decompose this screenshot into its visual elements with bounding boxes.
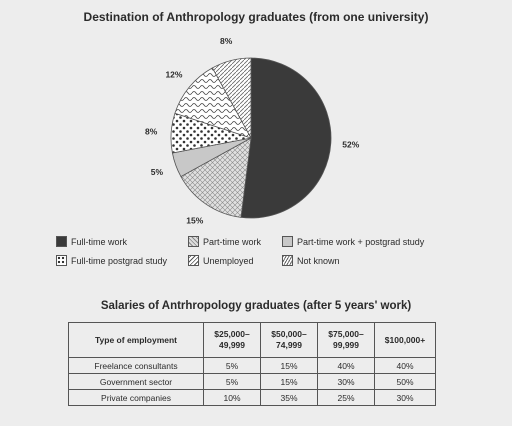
slice-unemployed — [180, 137, 252, 218]
table-header-row: Type of employment $25,000– 49,999 $50,00… — [68, 322, 436, 358]
pie-chart: 52% 15% 5% 8% 12% 8% — [145, 36, 360, 226]
table-cell: Freelance consultants — [68, 357, 204, 374]
legend-label: Full-time postgrad study — [71, 255, 168, 266]
table-cell: 35% — [260, 389, 318, 406]
not-known-swatch — [282, 255, 293, 266]
slice-full-time-work — [240, 57, 332, 219]
column-header: $25,000– 49,999 — [203, 322, 261, 358]
slice-value-label: 52% — [342, 139, 359, 149]
unemployed-swatch — [188, 255, 199, 266]
table-cell: 10% — [203, 389, 261, 406]
header-line: $25,000– — [214, 329, 250, 339]
salary-table: Type of employment $25,000– 49,999 $50,00… — [68, 322, 436, 406]
legend-label: Unemployed — [203, 255, 254, 266]
slice-part-time-work — [174, 67, 252, 139]
table-cell: 25% — [317, 389, 375, 406]
table-cell: Government sector — [68, 373, 204, 390]
column-header: Type of employment — [68, 322, 204, 358]
legend-item-part-time-postgrad: Part-time work + postgrad study — [282, 236, 424, 247]
table-cell: 5% — [203, 357, 261, 374]
legend-item-part-time-work: Part-time work — [188, 236, 261, 247]
header-line: 49,999 — [219, 340, 245, 350]
part-time-work-swatch — [188, 236, 199, 247]
legend-item-full-time-postgrad: Full-time postgrad study — [56, 255, 167, 266]
slice-value-label: 8% — [220, 36, 233, 46]
slice-not-known — [211, 57, 252, 139]
full-time-work-swatch — [56, 236, 67, 247]
header-line: 74,999 — [276, 340, 302, 350]
column-header: $100,000+ — [374, 322, 436, 358]
legend-item-full-time-work: Full-time work — [56, 236, 127, 247]
legend-label: Part-time work + postgrad study — [297, 236, 425, 247]
header-line: 99,999 — [333, 340, 359, 350]
column-header: $75,000– 99,999 — [317, 322, 375, 358]
table-cell: 50% — [374, 373, 436, 390]
slice-value-label: 5% — [151, 167, 164, 177]
table-cell: Private companies — [68, 389, 204, 406]
table-cell: 15% — [260, 357, 318, 374]
pie-chart-title: Destination of Anthropology graduates (f… — [83, 10, 429, 24]
table-cell: 40% — [317, 357, 375, 374]
table-row: Private companies 10% 35% 25% 30% — [68, 389, 436, 406]
full-time-postgrad-swatch — [56, 255, 67, 266]
column-header: $50,000– 74,999 — [260, 322, 318, 358]
part-time-postgrad-swatch — [282, 236, 293, 247]
slice-value-label: 8% — [145, 127, 158, 137]
slice-value-label: 12% — [165, 69, 182, 79]
table-title: Salaries of Antrhropology graduates (aft… — [100, 300, 412, 312]
table-cell: 40% — [374, 357, 436, 374]
header-line: $75,000– — [328, 329, 364, 339]
header-line: $50,000– — [271, 329, 307, 339]
legend-label: Part-time work — [203, 236, 262, 247]
legend-item-unemployed: Unemployed — [188, 255, 254, 266]
table-cell: 5% — [203, 373, 261, 390]
table-cell: 30% — [317, 373, 375, 390]
table-cell: 30% — [374, 389, 436, 406]
table-cell: 15% — [260, 373, 318, 390]
legend-item-not-known: Not known — [282, 255, 340, 266]
table-row: Freelance consultants 5% 15% 40% 40% — [68, 357, 436, 374]
legend-label: Not known — [297, 255, 340, 266]
table-row: Government sector 5% 15% 30% 50% — [68, 373, 436, 390]
slice-value-label: 15% — [186, 216, 203, 226]
legend-label: Full-time work — [71, 236, 128, 247]
